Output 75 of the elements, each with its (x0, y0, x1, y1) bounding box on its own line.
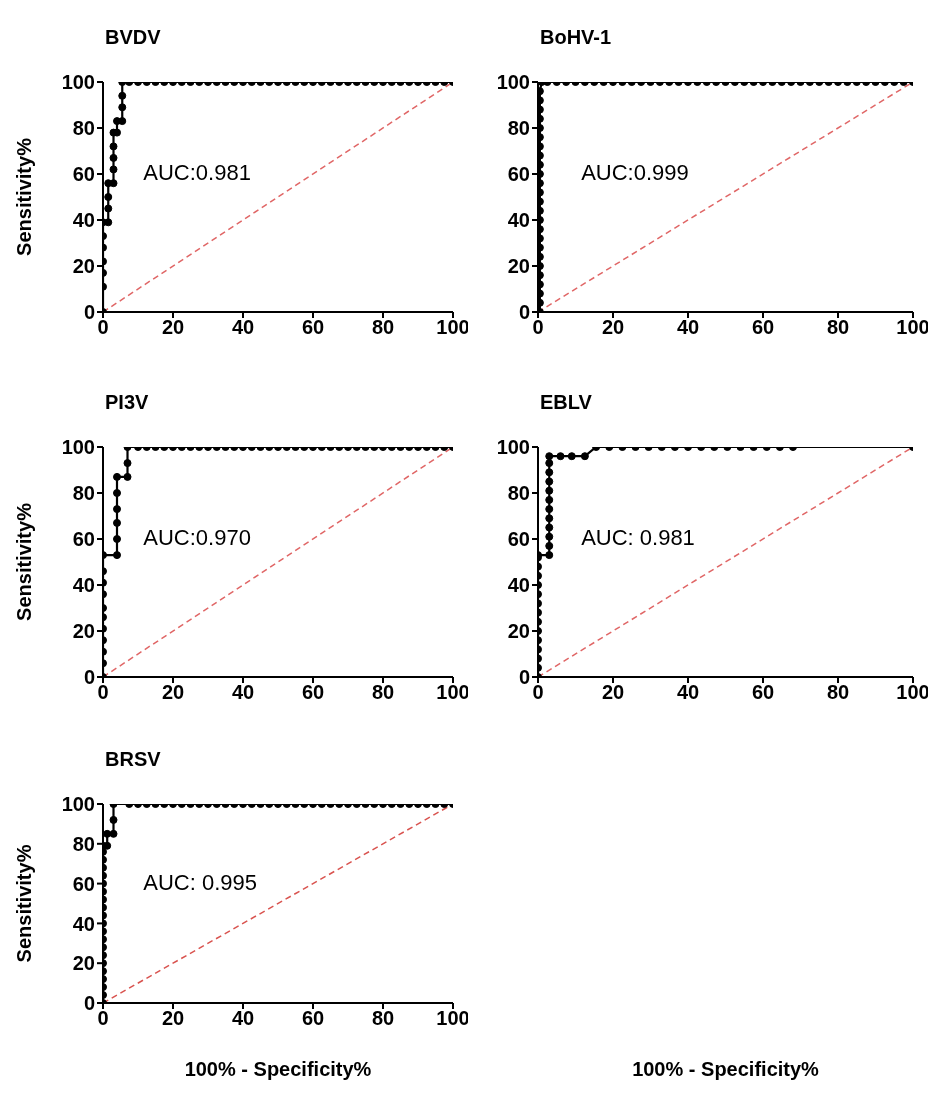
y-tick-label: 0 (83, 666, 95, 689)
y-tick-label: 20 (507, 620, 530, 643)
x-tick-label: 40 (231, 1007, 255, 1030)
x-tick-label: 100 (436, 1007, 470, 1030)
chart-title: BoHV-1 (540, 26, 612, 49)
y-tick-label: 0 (83, 992, 95, 1015)
annotation: AUC:0.981 (143, 160, 251, 186)
x-tick-label: 80 (371, 316, 395, 339)
y-tick-label: 20 (72, 255, 95, 278)
y-tick-label: 100 (496, 71, 530, 94)
y-tick-label: 100 (61, 436, 95, 459)
chart-title: BVDV (105, 26, 161, 49)
y-tick-label: 0 (518, 301, 530, 324)
x-tick-label: 60 (751, 681, 775, 704)
y-tick-label: 20 (507, 255, 530, 278)
y-tick-label: 60 (72, 528, 95, 551)
y-tick-label: 20 (72, 952, 95, 975)
x-tick-label: 60 (751, 316, 775, 339)
x-tick-label: 20 (161, 1007, 185, 1030)
x-tick-label: 100 (436, 316, 470, 339)
x-axis-title: 100% - Specificity% (631, 1058, 820, 1081)
y-tick-label: 80 (72, 482, 95, 505)
y-tick-label: 40 (72, 209, 95, 232)
y-tick-label: 60 (507, 528, 530, 551)
x-tick-label: 20 (161, 681, 185, 704)
x-tick-label: 100 (896, 316, 930, 339)
annotation: AUC: 0.995 (143, 869, 257, 896)
x-tick-label: 0 (97, 681, 109, 704)
y-tick-label: 100 (496, 436, 530, 459)
y-tick-label: 20 (72, 620, 95, 643)
x-tick-label: 80 (371, 681, 395, 704)
y-tick-label: 60 (72, 163, 95, 186)
x-tick-label: 100 (436, 681, 470, 704)
y-tick-label: 0 (518, 666, 530, 689)
y-tick-label: 40 (507, 574, 530, 597)
x-tick-label: 40 (676, 681, 700, 704)
x-tick-label: 40 (231, 681, 255, 704)
y-tick-label: 100 (61, 71, 95, 94)
y-axis-title: Sensitivity% (13, 844, 36, 963)
y-tick-label: 0 (83, 301, 95, 324)
y-tick-label: 40 (72, 912, 95, 935)
annotation: AUC:0.999 (581, 160, 689, 186)
x-tick-label: 60 (301, 1007, 325, 1030)
y-tick-label: 80 (507, 117, 530, 140)
x-tick-label: 0 (532, 681, 544, 704)
x-tick-label: 20 (161, 316, 185, 339)
x-tick-label: 20 (601, 316, 625, 339)
x-tick-label: 20 (601, 681, 625, 704)
annotation: AUC:0.970 (143, 525, 251, 551)
x-tick-label: 60 (301, 316, 325, 339)
y-tick-label: 60 (72, 872, 95, 895)
y-tick-label: 40 (507, 209, 530, 232)
y-tick-label: 80 (72, 832, 95, 855)
x-tick-label: 100 (896, 681, 930, 704)
x-tick-label: 0 (97, 1007, 109, 1030)
chart-title: EBLV (540, 391, 592, 414)
y-tick-label: 100 (61, 793, 95, 816)
x-tick-label: 60 (301, 681, 325, 704)
x-tick-label: 80 (826, 681, 850, 704)
x-axis-title: 100% - Specificity% (184, 1058, 372, 1080)
y-tick-label: 80 (72, 117, 95, 140)
y-tick-label: 60 (507, 163, 530, 186)
y-tick-label: 40 (72, 574, 95, 597)
x-tick-label: 80 (371, 1007, 395, 1030)
y-tick-label: 80 (507, 482, 530, 505)
chart-title: BRSV (105, 748, 161, 771)
x-tick-label: 0 (532, 316, 544, 339)
x-tick-label: 80 (826, 316, 850, 339)
chart-title: PI3V (105, 391, 149, 414)
y-axis-title: Sensitivity% (13, 502, 36, 621)
x-tick-label: 40 (231, 316, 255, 339)
x-tick-label: 0 (97, 316, 109, 339)
x-tick-label: 40 (676, 316, 700, 339)
y-axis-title: Sensitivity% (13, 137, 36, 256)
annotation: AUC: 0.981 (581, 525, 695, 551)
